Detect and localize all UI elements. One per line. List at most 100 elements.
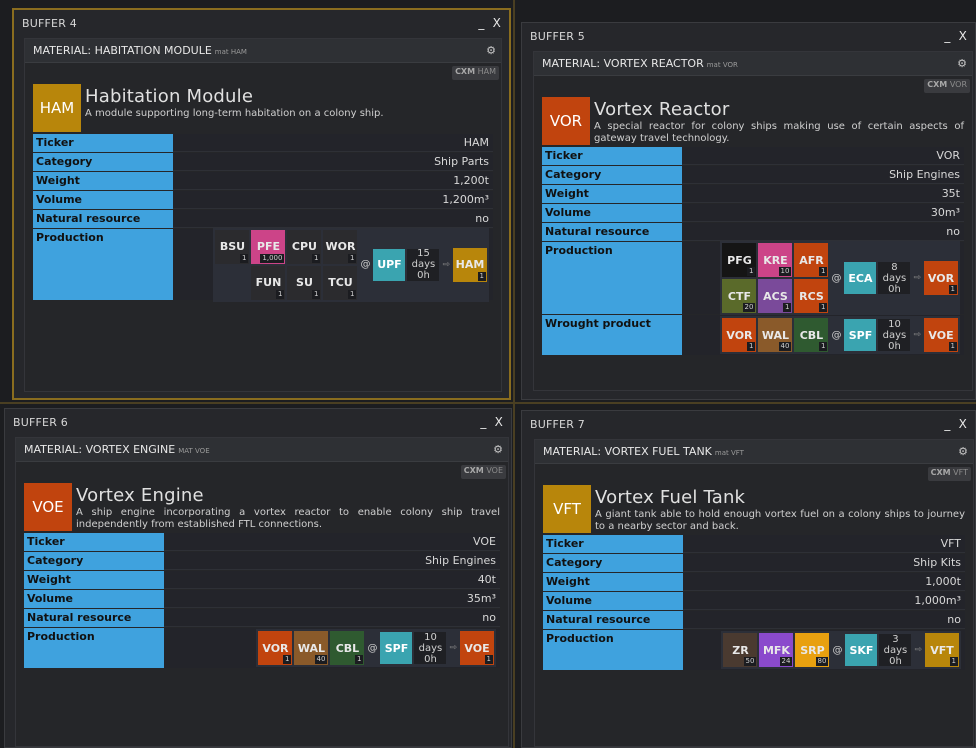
cx-ticker: VFT [953,468,968,477]
material-tile[interactable]: VFT 1 [925,633,959,667]
minimize-button[interactable]: _ [944,417,951,431]
material-tile[interactable]: CTF 20 [722,279,757,313]
arrow-icon: ⇨ [442,259,450,270]
material-ticker: SRP [800,643,825,657]
material-tile[interactable]: ZR 50 [723,633,758,667]
material-tile[interactable]: CPU 1 [287,229,322,264]
cx-badge[interactable]: CXM VOE [460,465,506,479]
row-value: 1,000m³ [683,592,965,610]
material-tile[interactable]: VOE 1 [460,631,494,665]
material-tile[interactable]: SU 1 [287,265,322,300]
material-ticker: CPU [291,240,317,253]
info-row: Volume 35m³ [24,590,500,608]
material-tile[interactable]: VOR 1 [258,631,293,665]
gear-icon[interactable]: ⚙ [957,57,967,70]
material-icon[interactable]: HAM [33,84,81,132]
material-count: 40 [778,342,792,351]
material-count: 80 [815,657,829,666]
material-tile[interactable]: HAM 1 [453,247,487,282]
material-count: 40 [314,655,328,664]
material-ticker: ZR [732,643,749,657]
material-tile[interactable]: VOR 1 [924,261,958,295]
material-ticker: CBL [335,641,360,655]
material-icon[interactable]: VOE [24,483,72,531]
material-count: 50 [743,657,757,666]
material-tile[interactable]: MFK 24 [759,633,794,667]
row-value: VOR [682,147,964,165]
material-tile[interactable]: SRP 80 [795,633,830,667]
material-tile[interactable]: ACS 1 [758,279,793,313]
arrow-icon: ⇨ [913,330,921,340]
cx-ticker: VOR [949,80,967,89]
duration-line: 3 days [883,633,908,656]
cx-badge[interactable]: CXM VFT [927,467,971,481]
material-tile[interactable]: AFR 1 [794,243,829,277]
close-button[interactable]: X [494,415,503,429]
material-tile[interactable]: WAL 40 [294,631,329,665]
cx-badge[interactable]: CXM HAM [452,66,499,80]
row-label: Volume [543,592,683,610]
material-tile[interactable]: CBL 1 [794,318,829,352]
material-tile[interactable]: RCS 1 [794,279,829,313]
material-tile[interactable]: FUN 1 [251,265,286,300]
gear-icon[interactable]: ⚙ [493,443,503,456]
panel-header: MATERIAL: HABITATION MODULE mat HAM ⚙ [25,39,501,63]
duration-line: 10 [888,318,901,330]
row-value: no [164,609,500,627]
minimize-button[interactable]: _ [478,16,485,30]
panel-header: MATERIAL: VORTEX FUEL TANK mat VFT ⚙ [535,440,973,464]
row-value: HAM [173,134,493,152]
material-icon[interactable]: VFT [543,485,591,533]
buffer-header[interactable]: BUFFER 6 _ X [5,409,511,435]
row-value: no [683,611,965,629]
close-button[interactable]: X [492,16,501,30]
material-ticker: VOR [726,328,753,342]
material-count: 1 [818,303,828,312]
close-button[interactable]: X [958,29,967,43]
buffer-header[interactable]: BUFFER 4 _ X [14,10,509,36]
buffer-title: BUFFER 6 [13,415,68,429]
material-tile[interactable]: VOE 1 [924,318,958,352]
buffer-header[interactable]: BUFFER 7 _ X [522,411,975,437]
material-count: 1 [818,342,828,351]
duration-line: days [411,259,436,270]
close-button[interactable]: X [958,417,967,431]
material-ticker: PFE [256,240,280,253]
minimize-button[interactable]: _ [944,29,951,43]
row-label: Natural resource [33,210,173,228]
material-tile[interactable]: VOR 1 [722,318,757,352]
building-tile[interactable]: SPF [380,632,413,664]
building-tile[interactable]: ECA [844,262,877,294]
material-tile[interactable]: WAL 40 [758,318,793,352]
row-label: Ticker [543,535,683,553]
material-tile[interactable]: TCU 1 [323,265,358,300]
material-tile[interactable]: KRE 10 [758,243,793,277]
at-symbol: @ [367,642,378,654]
material-tile[interactable]: PFG 1 [722,243,757,277]
cx-prefix: CXM [927,80,948,89]
arrow-icon: ⇨ [449,643,457,653]
gear-icon[interactable]: ⚙ [486,44,496,57]
minimize-button[interactable]: _ [480,415,487,429]
building-tile[interactable]: SPF [844,319,877,351]
material-tile[interactable]: BSU 1 [215,229,250,264]
material-tile[interactable]: WOR 1 [323,229,358,264]
material-icon[interactable]: VOR [542,97,590,145]
building-tile[interactable]: UPF [373,248,406,281]
cx-badge[interactable]: CXM VOR [924,79,970,93]
row-label: Ticker [542,147,682,165]
recipe: VOR 1 WAL 40 CBL 1 @ SPF 10 days 0h ⇨ VOE 1 [720,316,960,354]
material-panel: MATERIAL: VORTEX REACTOR mat VOR ⚙ CXM VO… [533,51,973,391]
row-value: 35t [682,185,964,203]
info-row: Ticker VOR [542,147,964,165]
material-ticker: WOR [325,240,356,253]
material-count: 1,000 [260,253,285,263]
building-tile[interactable]: SKF [845,634,878,666]
at-symbol: @ [832,644,843,656]
material-tile[interactable]: CBL 1 [330,631,365,665]
gear-icon[interactable]: ⚙ [958,445,968,458]
buffer-header[interactable]: BUFFER 5 _ X [522,23,975,49]
material-tile[interactable]: PFE 1,000 [251,229,286,264]
info-row: Category Ship Engines [24,552,500,570]
panel-subtitle: mat HAM [214,48,247,56]
